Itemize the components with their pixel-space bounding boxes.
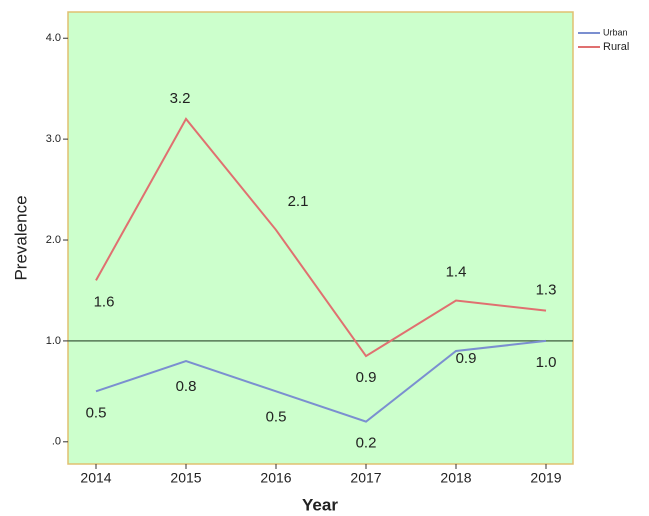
x-tick-label: 2018	[440, 470, 471, 486]
data-label: 0.8	[176, 378, 197, 395]
data-label: 0.5	[266, 408, 287, 425]
data-label: 1.4	[446, 264, 467, 281]
data-label: 0.5	[86, 404, 107, 421]
series-line	[95, 339, 547, 423]
x-tick-label: 2019	[530, 470, 561, 486]
y-tick-label: 4.0	[46, 32, 61, 44]
y-tick-label: 3.0	[46, 133, 61, 145]
data-label: 0.9	[456, 350, 477, 367]
plot-area	[67, 11, 574, 465]
x-tick-label: 2014	[80, 470, 111, 486]
x-tick-label: 2015	[170, 470, 201, 486]
data-label: 0.2	[356, 435, 377, 452]
legend-label: Rural	[603, 41, 629, 53]
series-line	[95, 117, 547, 358]
y-tick-label: .0	[52, 436, 61, 448]
y-tick-label: 1.0	[46, 335, 61, 347]
data-label: 0.9	[356, 369, 377, 386]
x-axis-label: Year	[302, 495, 338, 514]
data-label: 1.0	[536, 354, 557, 371]
x-tick-label: 2017	[350, 470, 381, 486]
y-tick-label: 2.0	[46, 234, 61, 246]
y-axis-label: Prevalence	[11, 195, 30, 280]
data-label: 1.3	[536, 282, 557, 299]
data-label: 2.1	[288, 193, 309, 210]
data-label: 1.6	[94, 293, 115, 310]
data-label: 3.2	[170, 90, 191, 107]
legend-label: Urban	[603, 27, 628, 37]
x-tick-label: 2016	[260, 470, 291, 486]
